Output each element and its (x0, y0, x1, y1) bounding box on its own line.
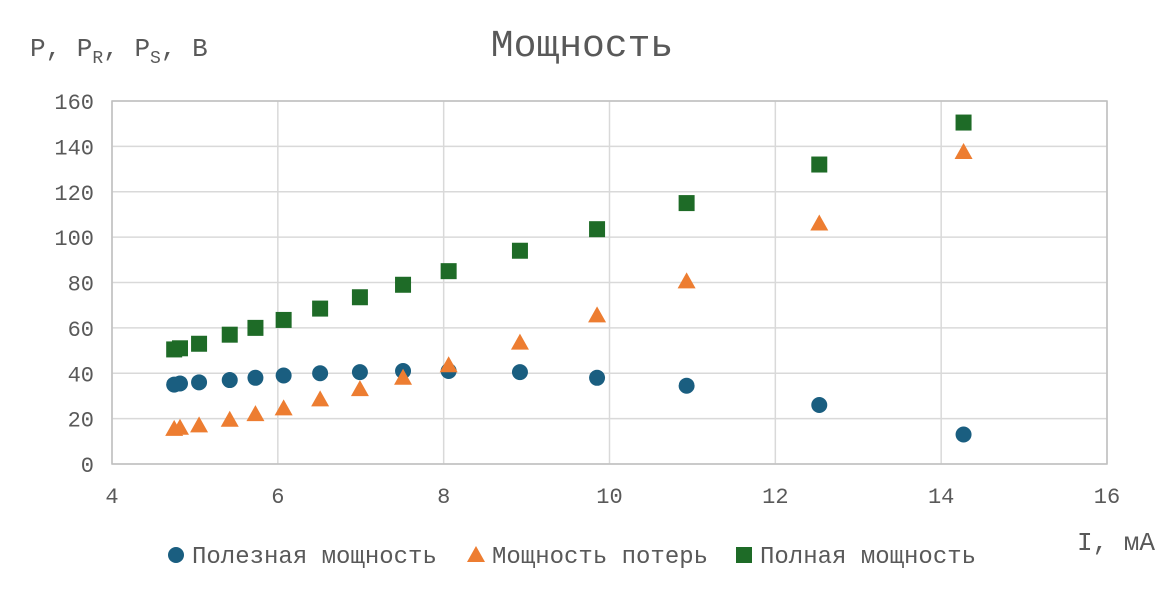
series-1 (166, 362, 972, 443)
data-point-square (511, 242, 528, 259)
x-tick-label: 14 (928, 485, 954, 510)
y-tick-label: 100 (54, 227, 94, 252)
legend-item-3: Полная мощность (736, 544, 976, 571)
x-tick-label: 6 (271, 485, 284, 510)
data-point-circle (171, 375, 188, 392)
series-2 (165, 143, 973, 436)
y-axis-title: P, PR, PS, В (30, 34, 208, 69)
data-point-triangle (311, 390, 330, 407)
legend-item-2: Мощность потерь (467, 544, 708, 571)
data-point-square (171, 340, 188, 357)
y-tick-label: 160 (54, 91, 94, 116)
legend-item-1: Полезная мощность (168, 544, 437, 571)
data-point-circle (351, 364, 368, 381)
data-point-circle (811, 397, 828, 414)
legend-label: Полная мощность (760, 544, 976, 571)
data-point-square (191, 335, 208, 352)
data-point-square (247, 319, 264, 336)
grid (111, 100, 1108, 465)
x-tick-label: 12 (762, 485, 788, 510)
data-point-circle (589, 369, 606, 386)
data-point-triangle (220, 410, 239, 427)
legend-marker-triangle (467, 546, 485, 562)
data-point-triangle (588, 306, 607, 323)
data-point-square (955, 114, 972, 131)
data-point-triangle (954, 143, 973, 160)
data-marks (165, 114, 973, 443)
y-axis-title-mid: , P (103, 34, 150, 64)
data-point-triangle (350, 380, 369, 397)
legend-marker-square (736, 547, 752, 563)
data-point-triangle (246, 405, 265, 422)
data-point-circle (511, 364, 528, 381)
data-point-square (351, 289, 368, 306)
y-tick-label: 80 (68, 273, 94, 298)
data-point-triangle (190, 416, 209, 433)
x-tick-label: 8 (437, 485, 450, 510)
data-point-square (678, 195, 695, 212)
data-point-circle (191, 374, 208, 391)
legend-label: Полезная мощность (192, 544, 437, 571)
y-tick-label: 140 (54, 136, 94, 161)
data-point-circle (221, 372, 238, 389)
legend-label: Мощность потерь (492, 544, 708, 571)
data-point-square (221, 326, 238, 343)
tick-labels: 0 20 40 60 80 100 120 140 160 4 6 8 10 12 14 16 (54, 91, 1120, 510)
data-point-circle (247, 369, 264, 386)
data-point-triangle (810, 214, 829, 231)
data-point-triangle (274, 399, 293, 416)
y-tick-label: 60 (68, 318, 94, 343)
data-point-square (275, 311, 292, 328)
data-point-circle (312, 365, 329, 382)
y-tick-label: 20 (68, 409, 94, 434)
y-axis-title-sub-s: S (150, 49, 161, 69)
x-tick-label: 4 (105, 485, 118, 510)
data-point-triangle (510, 333, 529, 350)
data-point-circle (955, 426, 972, 443)
legend-marker-circle (168, 547, 184, 563)
y-axis-title-end: , В (161, 34, 208, 64)
data-point-square (395, 276, 412, 293)
data-point-square (312, 300, 329, 317)
y-tick-label: 40 (68, 363, 94, 388)
plot-area-border (111, 100, 1108, 465)
data-point-triangle (170, 418, 189, 435)
series-3 (166, 114, 972, 358)
x-axis-title: I, мА (1077, 528, 1155, 558)
y-tick-label: 120 (54, 182, 94, 207)
chart-title: Мощность (491, 25, 673, 68)
y-axis-title-sub-r: R (92, 49, 103, 69)
data-point-triangle (439, 356, 458, 373)
y-axis-title-base: P, P (30, 34, 92, 64)
data-point-square (440, 263, 457, 280)
data-point-triangle (677, 272, 696, 289)
x-tick-label: 10 (596, 485, 622, 510)
legend: Полезная мощность Мощность потерь Полная м… (168, 544, 976, 571)
data-point-triangle (394, 368, 413, 385)
data-point-circle (275, 367, 292, 384)
data-point-square (811, 156, 828, 173)
x-tick-label: 16 (1094, 485, 1120, 510)
data-point-circle (678, 377, 695, 394)
y-tick-label: 0 (81, 454, 94, 479)
data-point-square (589, 221, 606, 238)
